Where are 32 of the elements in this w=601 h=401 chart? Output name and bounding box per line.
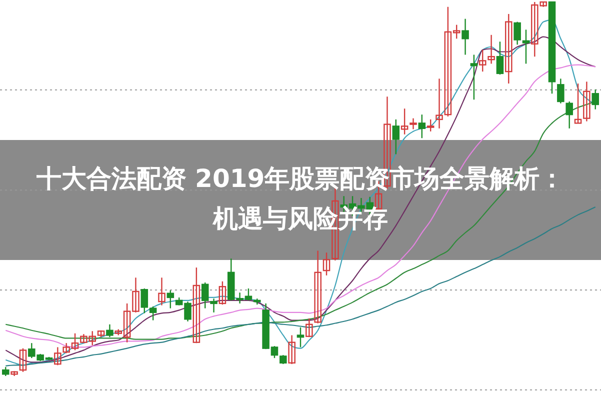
candlestick — [158, 277, 166, 306]
candlestick — [514, 21, 521, 46]
candlestick — [592, 88, 599, 110]
candlestick — [322, 252, 330, 276]
candlestick — [557, 78, 564, 104]
candlestick — [470, 54, 478, 100]
candlestick — [306, 318, 313, 338]
candlestick — [400, 108, 408, 135]
candlestick — [288, 334, 296, 365]
candlestick — [478, 49, 486, 72]
candlestick — [574, 82, 582, 124]
candlestick — [418, 114, 426, 139]
candlestick — [505, 13, 512, 84]
candlestick — [488, 34, 495, 64]
candlestick — [54, 346, 62, 366]
candlestick — [192, 266, 200, 344]
candlestick — [426, 118, 434, 132]
candlestick — [496, 41, 504, 76]
candlestick — [462, 18, 469, 56]
candlestick — [392, 118, 400, 155]
candlestick — [19, 348, 27, 372]
candlestick — [106, 324, 114, 338]
candlestick — [296, 326, 304, 348]
candlestick — [201, 282, 209, 309]
candlestick — [210, 298, 218, 314]
candlestick — [566, 100, 573, 130]
candlestick — [410, 118, 417, 130]
candlestick — [522, 29, 530, 64]
candlestick — [583, 81, 590, 122]
candlestick — [218, 280, 226, 306]
candlestick — [166, 290, 174, 309]
candlestick — [314, 250, 322, 324]
